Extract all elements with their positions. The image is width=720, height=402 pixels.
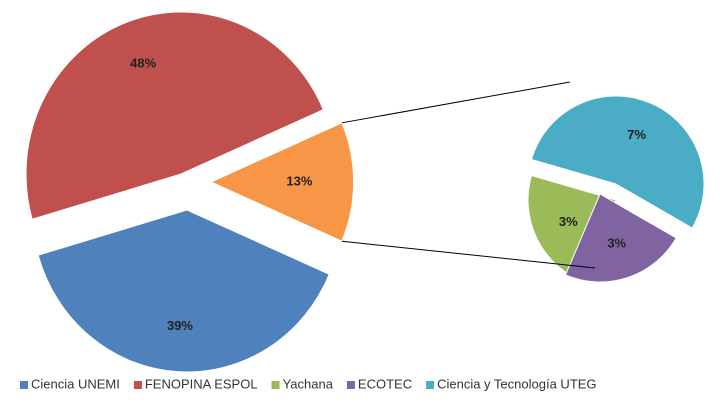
data-label: 48% [130, 56, 156, 71]
legend-label: Yachana [283, 376, 334, 391]
legend-label: Ciencia y Tecnología UTEG [437, 376, 596, 391]
data-label: 7% [627, 127, 646, 142]
data-label: 39% [167, 318, 193, 333]
pie-slice [209, 122, 355, 242]
connector-line [341, 240, 596, 269]
legend-swatch [426, 381, 435, 389]
data-label: 3% [607, 236, 626, 251]
legend-swatch [271, 381, 280, 389]
legend-label: FENOPINA ESPOL [145, 376, 258, 391]
data-label: 13% [286, 173, 312, 188]
pie-slice [564, 193, 677, 283]
pie-slice [530, 95, 705, 229]
pie-slice [25, 11, 324, 220]
legend-swatch [346, 381, 355, 389]
legend-label: ECOTEC [358, 376, 412, 391]
legend-swatch [133, 381, 142, 389]
pie-slice [37, 209, 330, 373]
legend-label: Ciencia UNEMI [31, 376, 120, 391]
connectors [341, 81, 596, 269]
legend-swatch [20, 381, 28, 389]
connector-line [341, 81, 571, 124]
data-label: 3% [559, 214, 578, 229]
